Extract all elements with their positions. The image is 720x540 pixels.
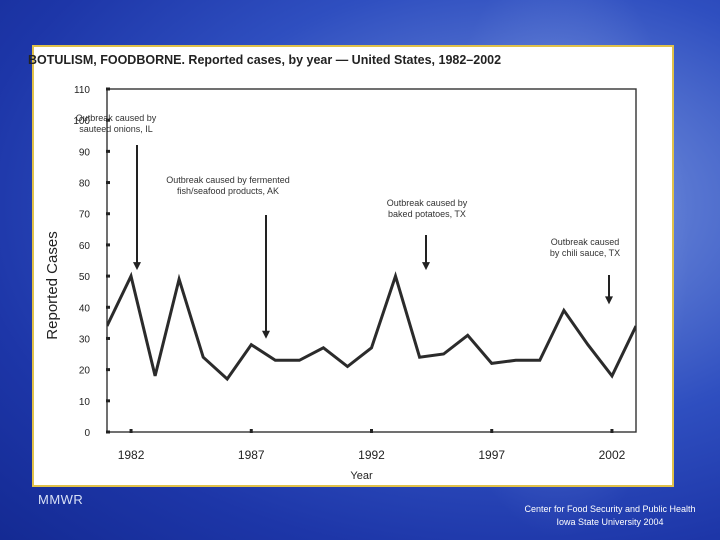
credit-line-1: Center for Food Security and Public Heal… bbox=[524, 504, 696, 514]
annotation-text: by chili sauce, TX bbox=[550, 248, 620, 258]
x-tick-label: 1982 bbox=[118, 448, 145, 462]
annotation-text: fish/seafood products, AK bbox=[177, 186, 279, 196]
x-tick-label: 1992 bbox=[358, 448, 385, 462]
source-label: MMWR bbox=[38, 492, 84, 507]
annotation-arrow-head bbox=[133, 262, 141, 271]
annotation-arrow-head bbox=[422, 262, 430, 271]
y-tick-label: 30 bbox=[79, 334, 91, 345]
credit-block: Center for Food Security and Public Heal… bbox=[490, 503, 720, 529]
annotation-text: Outbreak caused by fermented bbox=[166, 175, 290, 185]
x-axis-label: Year bbox=[350, 470, 373, 482]
plot-frame bbox=[106, 88, 637, 433]
y-tick-label: 80 bbox=[79, 179, 91, 190]
y-tick-label: 0 bbox=[84, 428, 90, 439]
x-tick-label: 1997 bbox=[478, 448, 505, 462]
y-tick-label: 10 bbox=[79, 397, 91, 408]
y-tick-label: 60 bbox=[79, 241, 91, 252]
annotation-arrow-head bbox=[605, 296, 613, 305]
x-tick-label: 1987 bbox=[238, 448, 265, 462]
x-tick-label: 2002 bbox=[599, 448, 626, 462]
annotation-text: sauteed onions, IL bbox=[79, 124, 153, 134]
annotation-arrow-head bbox=[262, 330, 270, 339]
line-chart: 0 10 20 30 40 50 60 70 80 90 100 110 1982 1987 1992 199… bbox=[44, 85, 637, 482]
y-tick-label: 20 bbox=[79, 366, 91, 377]
credit-line-2: Iowa State University 2004 bbox=[556, 517, 664, 527]
annotation-text: Outbreak caused bbox=[551, 237, 620, 247]
y-tick-label: 90 bbox=[79, 147, 91, 158]
annotation-text: baked potatoes, TX bbox=[388, 209, 466, 219]
y-tick-label: 50 bbox=[79, 272, 91, 283]
annotation-text: Outbreak caused by bbox=[387, 198, 468, 208]
y-tick-label: 70 bbox=[79, 210, 91, 221]
y-tick-label: 100 bbox=[73, 116, 90, 127]
y-tick-label: 110 bbox=[74, 85, 90, 96]
y-tick-label: 40 bbox=[79, 303, 91, 314]
y-axis-label: Reported Cases bbox=[44, 231, 61, 339]
annotation-text: Outbreak caused by bbox=[76, 113, 157, 123]
chart-title: BOTULISM, FOODBORNE. Reported cases, by … bbox=[28, 53, 502, 67]
series-line bbox=[107, 271, 636, 382]
